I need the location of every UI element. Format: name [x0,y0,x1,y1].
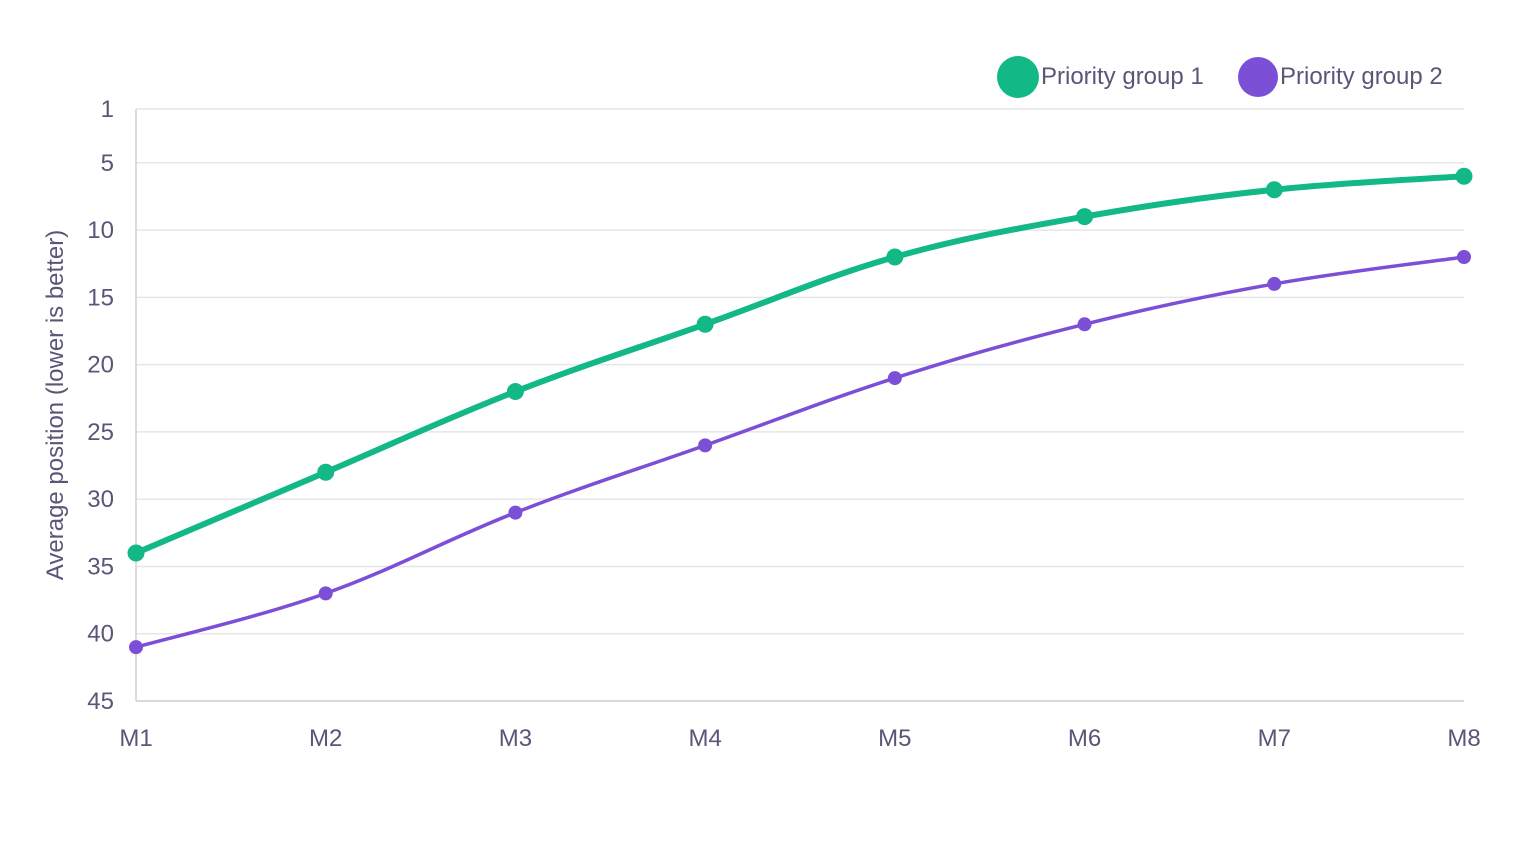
x-tick-label: M6 [1068,725,1101,752]
y-tick-label: 25 [87,419,114,446]
data-point[interactable] [508,505,523,520]
data-point[interactable] [127,544,145,562]
data-point[interactable] [1076,208,1094,226]
x-tick-label: M4 [688,725,721,752]
y-tick-label: 15 [87,284,114,311]
y-tick-label: 45 [87,688,114,715]
x-tick-label: M1 [119,725,152,752]
y-tick-label: 40 [87,621,114,648]
data-point[interactable] [698,438,713,453]
y-tick-label: 10 [87,217,114,244]
y-axis-title: Average position (lower is better) [42,230,69,580]
data-point[interactable] [1457,250,1471,264]
data-point[interactable] [1267,276,1282,291]
y-tick-label: 5 [101,150,114,177]
legend-label: Priority group 2 [1280,63,1443,90]
data-point[interactable] [506,383,524,401]
x-tick-label: M3 [499,725,532,752]
y-tick-label: 1 [101,96,114,123]
legend-item-2[interactable]: Priority group 2 [1238,57,1443,97]
data-point[interactable] [1265,181,1283,199]
legend-marker-icon [997,56,1039,98]
x-tick-label: M7 [1258,725,1291,752]
data-point[interactable] [129,640,143,655]
legend: Priority group 1 Priority group 2 [997,56,1443,98]
y-tick-label: 30 [87,486,114,513]
y-tick-label: 35 [87,553,114,580]
x-tick-label: M5 [878,725,911,752]
data-point[interactable] [696,315,714,333]
grid-lines [136,108,1464,702]
data-point[interactable] [1455,167,1473,185]
series [127,167,1473,655]
legend-item-1[interactable]: Priority group 1 [997,56,1204,98]
x-tick-label: M2 [309,725,342,752]
y-tick-label: 20 [87,352,114,379]
x-tick-label: M8 [1447,725,1480,752]
data-point[interactable] [887,371,902,386]
series-2 [129,250,1471,655]
series-line [133,173,1467,556]
data-point[interactable] [886,248,904,266]
legend-marker-icon [1238,57,1278,97]
legend-label: Priority group 1 [1041,63,1204,90]
data-point[interactable] [318,586,333,601]
series-line [134,255,1466,649]
series-1 [127,167,1473,562]
data-point[interactable] [317,463,335,481]
data-point[interactable] [1077,317,1092,332]
